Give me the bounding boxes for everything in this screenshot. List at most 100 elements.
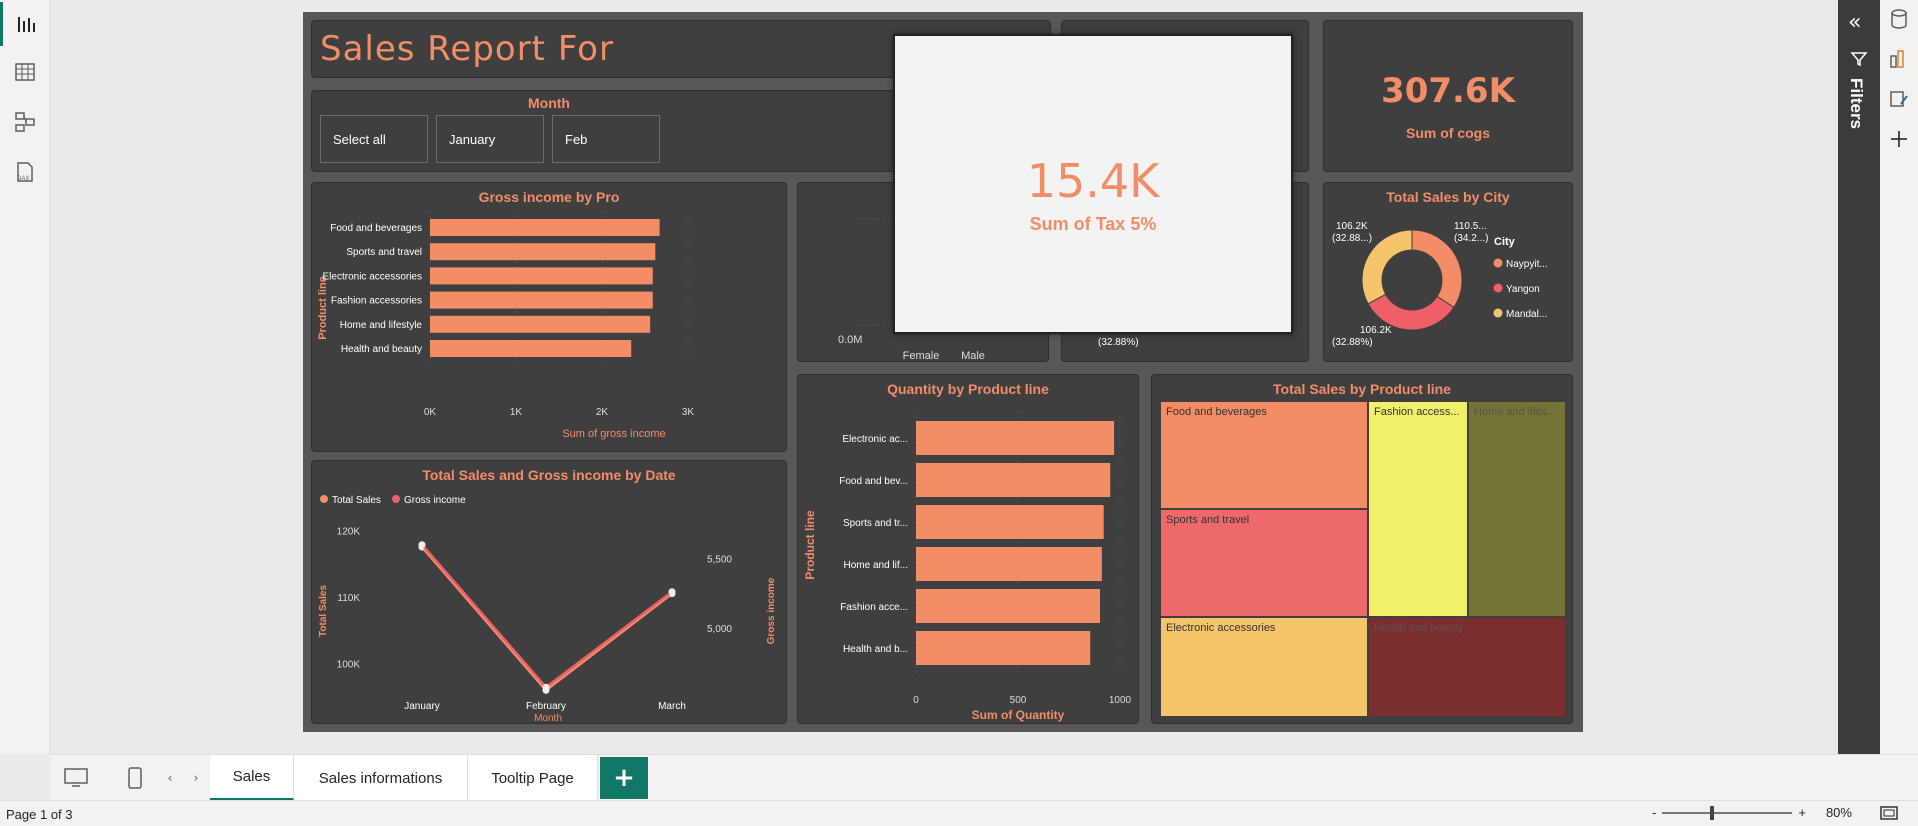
category-label: Home and lif... xyxy=(844,560,908,571)
zoom-in-button[interactable]: + xyxy=(1798,805,1806,820)
category-label: Electronic accessories xyxy=(323,271,422,282)
gross-income-svg: Product line Sum of gross income 0K 1K 2K 3… xyxy=(317,211,695,440)
legend-dot xyxy=(1493,308,1503,318)
x-tick: 1000 xyxy=(1109,695,1132,706)
treemap-tile[interactable]: Electronic accessories xyxy=(1160,617,1368,717)
filter-funnel-icon xyxy=(1850,50,1868,72)
add-plus-icon[interactable] xyxy=(1888,128,1910,150)
collapse-chevron-icon[interactable]: « xyxy=(1848,10,1862,35)
category-label: Fashion acce... xyxy=(840,602,908,613)
treemap-chart[interactable]: Total Sales by Product line Food and bev… xyxy=(1151,374,1573,724)
bar xyxy=(916,463,1111,497)
zoom-out-button[interactable]: - xyxy=(1652,805,1657,820)
tile-label: Fashion access... xyxy=(1374,406,1460,418)
dax-query-icon[interactable]: DAX xyxy=(0,150,50,194)
add-page-button[interactable]: + xyxy=(600,757,648,799)
slice-label-pct: (34.2...) xyxy=(1454,233,1488,244)
treemap-tile[interactable]: Home and lifes... xyxy=(1468,401,1566,617)
tile-label: Health and beauty xyxy=(1374,622,1464,634)
tab-tooltip-page[interactable]: Tooltip Page xyxy=(468,755,598,801)
bar xyxy=(916,421,1115,455)
date-line-chart[interactable]: Total Sales and Gross income by Date Tot… xyxy=(311,460,787,724)
zoom-thumb[interactable] xyxy=(1710,805,1715,820)
city-donut-chart[interactable]: Total Sales by City City 110.5... (34.2.… xyxy=(1323,182,1573,362)
chart-title: Total Sales by City xyxy=(1386,189,1510,205)
tooltip-label: Sum of Tax 5% xyxy=(1029,214,1157,234)
y-tick-right: 5,000 xyxy=(707,624,732,635)
y-tick-right: 5,500 xyxy=(707,555,732,566)
bar xyxy=(430,267,653,285)
x-tick: 3K xyxy=(682,407,695,418)
format-visual-icon[interactable] xyxy=(1888,88,1910,110)
slice-label-pct: (32.88%) xyxy=(1332,337,1373,348)
treemap-tile[interactable]: Health and beauty xyxy=(1368,617,1566,717)
x-tick: March xyxy=(658,701,686,712)
mobile-layout-icon[interactable] xyxy=(120,763,150,793)
table-view-icon[interactable] xyxy=(0,50,50,94)
report-title: Sales Report For xyxy=(320,29,614,69)
bar xyxy=(430,291,653,309)
kpi-label: Sum of cogs xyxy=(1405,125,1490,141)
legend-dot xyxy=(1493,283,1503,293)
tooltip-popup: 15.4K Sum of Tax 5% xyxy=(893,34,1293,334)
data-point xyxy=(418,541,426,549)
title-card: Sales Report For xyxy=(311,20,1051,78)
slicer-option-select-all[interactable]: Select all xyxy=(320,115,428,163)
treemap-tile[interactable]: Food and beverages xyxy=(1160,401,1368,509)
zoom-slider[interactable] xyxy=(1662,805,1793,820)
page-tab-bar: ‹ › Sales Sales informations Tooltip Pag… xyxy=(50,754,1918,801)
bar xyxy=(916,505,1104,539)
date-line-svg: Total Sales Gross income Total Sales Gro… xyxy=(318,495,777,724)
page-indicator: Page 1 of 3 xyxy=(6,807,73,822)
kpi-card-cogs: 307.6K Sum of cogs xyxy=(1323,20,1573,172)
filters-label: Filters xyxy=(1847,78,1866,130)
fit-to-page-icon[interactable] xyxy=(1880,805,1898,820)
data-cylinder-icon[interactable] xyxy=(1888,8,1910,30)
tab-sales-informations[interactable]: Sales informations xyxy=(294,755,468,801)
treemap-tile[interactable]: Sports and travel xyxy=(1160,509,1368,617)
slicer-option-february[interactable]: Feb xyxy=(552,115,660,163)
x-tick: 500 xyxy=(1010,695,1027,706)
next-page-chevron-icon[interactable]: › xyxy=(193,771,199,785)
chart-title: Quantity by Product line xyxy=(887,381,1049,397)
city-donut-svg: City 110.5... (34.2...) 106.2K (32.88...… xyxy=(1332,221,1548,348)
category-label: Electronic ac... xyxy=(842,434,908,445)
desktop-layout-icon[interactable] xyxy=(58,763,94,793)
y-tick-left: 120K xyxy=(337,526,361,537)
slice-label-pct: (32.88...) xyxy=(1332,233,1372,244)
legend-dot-total-sales xyxy=(320,495,328,503)
treemap-tile[interactable]: Fashion access... xyxy=(1368,401,1468,617)
slicer-option-january[interactable]: January xyxy=(436,115,544,163)
report-page: Sales Report For Month Select all Januar… xyxy=(303,12,1583,732)
category-label: Home and lifestyle xyxy=(340,320,423,331)
tooltip-value: 15.4K xyxy=(1026,154,1160,208)
quantity-svg: Product line Sum of Quantity 0 500 1000 Ele… xyxy=(803,411,1132,722)
bar xyxy=(916,631,1091,665)
model-view-icon[interactable] xyxy=(0,100,50,144)
report-view-icon[interactable] xyxy=(0,2,50,46)
quantity-chart[interactable]: Quantity by Product line Product line Su… xyxy=(797,374,1139,724)
build-visual-icon[interactable] xyxy=(1888,48,1910,70)
chart-title: Total Sales by Product line xyxy=(1273,381,1451,397)
x-axis-label: Sum of gross income xyxy=(562,428,665,440)
zoom-control[interactable]: - + 80% xyxy=(1652,805,1898,820)
filters-pane[interactable]: « Filters xyxy=(1838,0,1880,754)
x-axis-label: Month xyxy=(534,713,562,724)
bar xyxy=(430,315,651,333)
y-axis-label: Product line xyxy=(803,510,817,580)
tab-sales[interactable]: Sales xyxy=(210,755,294,801)
gross-income-chart[interactable]: Gross income by Pro Product line Sum of … xyxy=(311,182,787,452)
category-label: Health and beauty xyxy=(341,344,422,355)
right-rail xyxy=(1880,0,1918,788)
x-tick: 2K xyxy=(596,407,609,418)
y-tick-left: 110K xyxy=(337,593,360,604)
chart-title: Gross income by Pro xyxy=(478,189,620,205)
slice xyxy=(1361,229,1413,305)
y-axis-label-left: Total Sales xyxy=(318,585,329,637)
prev-page-chevron-icon[interactable]: ‹ xyxy=(167,771,173,785)
bar xyxy=(916,547,1102,581)
bar xyxy=(430,243,656,261)
x-tick: 0 xyxy=(913,695,919,706)
x-tick: 1K xyxy=(510,407,523,418)
bar xyxy=(430,219,660,236)
